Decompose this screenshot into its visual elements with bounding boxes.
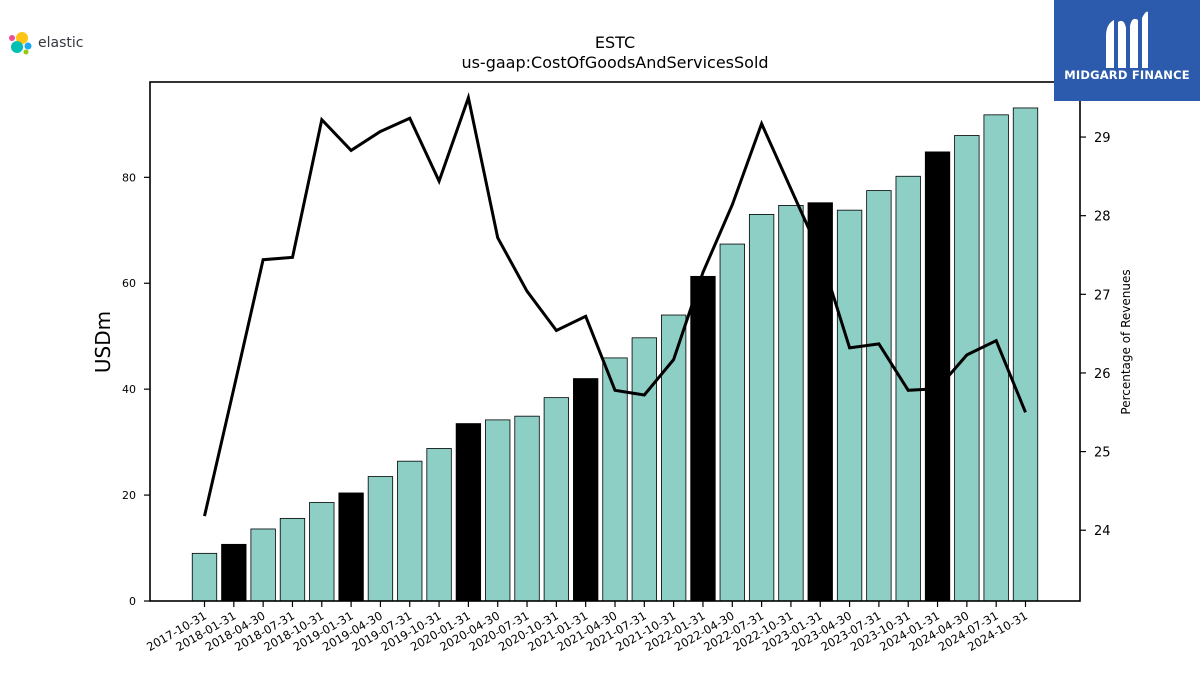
bar-2017-10-31	[191, 552, 218, 602]
elastic-logo: elastic	[8, 30, 83, 56]
y-axis-right: 24 25 26 27 28 29	[1080, 131, 1111, 539]
y2-tick-label: 27	[1094, 288, 1111, 303]
elastic-logo-text: elastic	[38, 35, 84, 51]
y2-tick-label: 28	[1094, 210, 1111, 225]
bar-2020-04-30	[485, 419, 511, 602]
bar-2018-01-31	[221, 543, 247, 602]
elastic-logo-icon	[9, 32, 32, 55]
y2-tick-label: 25	[1094, 446, 1111, 461]
y-tick-label: 20	[122, 489, 136, 502]
percentage-line	[203, 92, 1027, 517]
y2-axis-label: Percentage of Revenues	[1119, 269, 1133, 414]
midgard-logo-text: MIDGARD FINANCE	[1064, 68, 1190, 82]
y-axis-label: USDm	[91, 311, 115, 373]
chart-title: ESTC	[595, 33, 635, 52]
bar-2022-01-31	[690, 275, 716, 602]
chart-subtitle: us-gaap:CostOfGoodsAndServicesSold	[461, 53, 768, 72]
bar-2018-07-31	[279, 517, 306, 602]
bar-2019-04-30	[367, 476, 394, 602]
y-tick-label: 40	[122, 383, 136, 396]
y-tick-label: 0	[129, 595, 136, 608]
midgard-logo-mark-icon	[1106, 11, 1148, 68]
bar-2024-10-31	[1012, 107, 1039, 602]
y2-tick-label: 26	[1094, 367, 1111, 382]
bar-2022-10-31	[778, 204, 804, 602]
x-axis: 2017-10-312018-01-312018-04-302018-07-31…	[144, 601, 1030, 654]
bar-2020-07-31	[514, 415, 540, 602]
bar-2019-10-31	[426, 448, 452, 602]
bar-2020-01-31	[455, 423, 482, 602]
midgard-finance-logo: MIDGARD FINANCE	[1054, 0, 1200, 101]
bar-2023-01-31	[807, 202, 833, 602]
line-layer	[203, 92, 1027, 517]
bar-2022-07-31	[748, 213, 775, 602]
bar-2024-01-31	[924, 151, 951, 602]
y2-tick-label: 29	[1094, 131, 1111, 146]
y-tick-label: 60	[122, 277, 136, 290]
bar-2020-10-31	[543, 397, 570, 602]
bar-2019-07-31	[397, 460, 423, 602]
bar-2018-04-30	[250, 528, 276, 602]
y-tick-label: 80	[122, 171, 136, 184]
y-axis-left: 0 20 40 60 80	[122, 171, 150, 608]
bar-2023-07-31	[866, 190, 892, 602]
bar-2019-01-31	[338, 492, 364, 602]
bar-2021-04-30	[602, 357, 628, 602]
bar-group	[191, 107, 1039, 602]
bar-2021-01-31	[573, 378, 599, 602]
bar-2023-04-30	[836, 209, 863, 602]
bar-2021-07-31	[631, 337, 657, 602]
bar-2024-04-30	[954, 135, 980, 602]
y2-tick-label: 24	[1094, 524, 1111, 539]
bar-2018-10-31	[309, 502, 335, 602]
bar-2022-04-30	[719, 243, 745, 602]
bar-2021-10-31	[660, 314, 687, 602]
